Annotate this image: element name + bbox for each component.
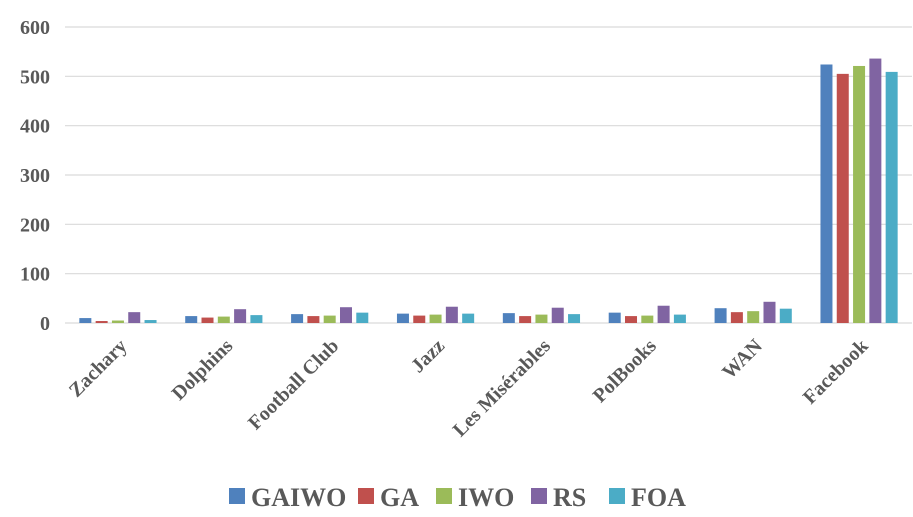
y-tick-label: 300 xyxy=(20,165,50,187)
bar-iwo-6 xyxy=(747,311,760,323)
x-category-label: WAN xyxy=(718,335,767,384)
x-category-label: Dolphins xyxy=(168,335,238,405)
bar-gaiwo-7 xyxy=(820,64,833,324)
bar-ga-2 xyxy=(307,316,320,323)
y-tick-label: 600 xyxy=(20,17,50,39)
y-tick-label: 100 xyxy=(20,264,50,286)
bar-gaiwo-3 xyxy=(396,313,409,323)
bar-ga-1 xyxy=(201,317,214,323)
legend-label-gaiwo: GAIWO xyxy=(251,483,346,512)
bar-gaiwo-0 xyxy=(79,318,92,323)
x-category-label: Football Club xyxy=(244,335,343,434)
bar-rs-1 xyxy=(234,309,247,323)
bar-foa-2 xyxy=(356,312,369,323)
bar-iwo-7 xyxy=(853,65,866,323)
y-tick-label: 200 xyxy=(20,214,50,236)
bar-iwo-2 xyxy=(323,315,336,323)
bar-rs-7 xyxy=(869,58,882,323)
bar-foa-5 xyxy=(673,314,686,323)
bar-iwo-1 xyxy=(217,316,230,323)
bar-rs-0 xyxy=(128,312,141,323)
bar-foa-3 xyxy=(462,313,475,323)
bar-rs-2 xyxy=(339,307,352,323)
bar-foa-1 xyxy=(250,315,263,323)
bar-foa-4 xyxy=(568,314,581,323)
bar-gaiwo-1 xyxy=(185,316,198,323)
x-axis-category-labels: Zachary Dolphins Football Club Jazz Les Misé… xyxy=(65,334,873,441)
bar-foa-0 xyxy=(144,320,157,323)
x-category-label: Facebook xyxy=(799,334,873,408)
bar-rs-6 xyxy=(763,301,776,323)
bar-gaiwo-5 xyxy=(608,312,621,323)
bar-iwo-4 xyxy=(535,314,548,323)
bar-rs-4 xyxy=(551,307,564,323)
bar-ga-5 xyxy=(625,316,638,323)
legend-swatch-foa xyxy=(609,488,625,504)
x-category-label: Zachary xyxy=(65,335,132,402)
bar-iwo-5 xyxy=(641,315,654,323)
bar-rs-3 xyxy=(445,306,458,323)
bar-iwo-3 xyxy=(429,314,442,323)
legend: GAIWO GA IWO RS FOA xyxy=(229,483,686,512)
legend-label-rs: RS xyxy=(553,483,586,512)
bar-ga-6 xyxy=(730,312,743,323)
bar-ga-3 xyxy=(413,315,426,323)
legend-swatch-rs xyxy=(531,488,547,504)
legend-swatch-gaiwo xyxy=(229,488,245,504)
y-tick-label: 400 xyxy=(20,116,50,138)
bars xyxy=(79,58,898,324)
bar-foa-7 xyxy=(885,71,898,323)
bar-gaiwo-2 xyxy=(291,314,304,323)
gridlines xyxy=(65,26,912,324)
legend-label-foa: FOA xyxy=(631,483,686,512)
x-category-label: Jazz xyxy=(407,335,449,377)
y-axis-tick-labels: 0 100 200 300 400 500 600 xyxy=(20,17,50,335)
legend-label-iwo: IWO xyxy=(458,483,514,512)
bar-gaiwo-6 xyxy=(714,308,727,323)
bar-ga-4 xyxy=(519,316,532,323)
bar-ga-0 xyxy=(95,321,108,323)
x-category-label: PolBooks xyxy=(589,335,661,407)
legend-label-ga: GA xyxy=(380,483,419,512)
bar-ga-7 xyxy=(836,73,849,324)
bar-rs-5 xyxy=(657,305,670,323)
legend-swatch-iwo xyxy=(436,488,452,504)
x-category-label: Les Misérables xyxy=(449,335,555,441)
bar-iwo-0 xyxy=(111,320,124,323)
y-tick-label: 500 xyxy=(20,66,50,88)
bar-foa-6 xyxy=(779,308,792,323)
bar-gaiwo-4 xyxy=(502,313,515,323)
y-tick-label: 0 xyxy=(40,313,50,335)
legend-swatch-ga xyxy=(358,488,374,504)
